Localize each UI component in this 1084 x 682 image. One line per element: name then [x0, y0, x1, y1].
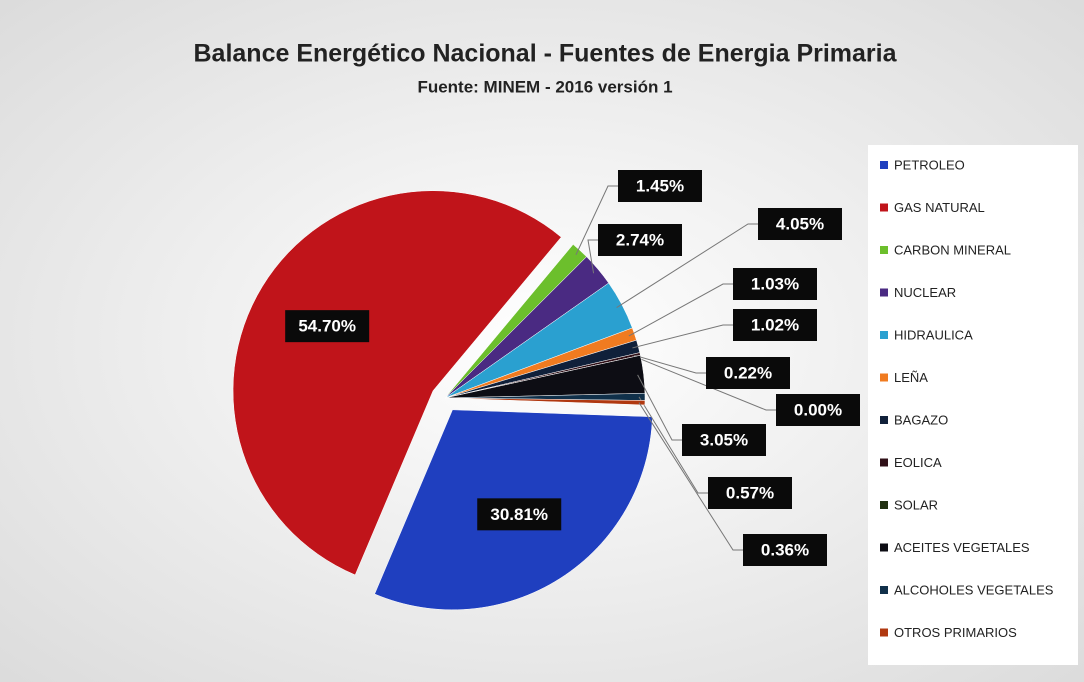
legend-swatch — [880, 161, 888, 169]
legend-swatch — [880, 501, 888, 509]
data-label: 0.57% — [726, 483, 774, 502]
chart-subtitle: Fuente: MINEM - 2016 versión 1 — [417, 77, 672, 96]
label-box — [733, 268, 817, 300]
label-box — [477, 498, 562, 531]
legend-label: EOLICA — [894, 455, 942, 470]
legend-label: LEÑA — [894, 370, 928, 385]
data-label: 0.22% — [724, 363, 772, 382]
data-label: 0.00% — [794, 400, 842, 419]
legend-label: CARBON MINERAL — [894, 242, 1011, 257]
legend-label: ACEITES VEGETALES — [894, 540, 1030, 555]
legend-label: GAS NATURAL — [894, 200, 985, 215]
legend-swatch — [880, 628, 888, 637]
leader-line — [638, 402, 745, 551]
label-box — [706, 357, 790, 389]
pie-slice — [232, 190, 562, 576]
label-box — [618, 170, 702, 202]
leader-line — [616, 223, 760, 308]
data-label: 2.74% — [616, 230, 664, 249]
label-box — [758, 208, 842, 240]
legend-swatch — [880, 203, 888, 212]
data-label: 54.70% — [298, 317, 356, 336]
label-box — [776, 394, 860, 426]
leader-line — [632, 324, 735, 349]
legend-label: SOLAR — [894, 497, 938, 512]
label-box — [598, 224, 682, 256]
leader-line — [634, 356, 778, 411]
data-label: 3.05% — [700, 430, 748, 449]
legend-swatch — [880, 416, 888, 424]
legend-swatch — [880, 246, 888, 254]
leader-line — [575, 185, 620, 256]
leader-line — [638, 396, 710, 494]
pie-slice — [444, 397, 646, 406]
label-box — [708, 477, 792, 509]
label-box — [682, 424, 766, 456]
legend-swatch — [880, 331, 888, 339]
chart-title: Balance Energético Nacional - Fuentes de… — [193, 40, 897, 68]
legend-swatch — [880, 543, 888, 552]
legend-label: OTROS PRIMARIOS — [894, 625, 1017, 640]
legend-label: ALCOHOLES VEGETALES — [894, 582, 1054, 597]
label-box — [285, 310, 370, 343]
label-box — [743, 534, 827, 566]
data-label: 4.05% — [776, 214, 824, 233]
leader-line — [634, 354, 708, 374]
data-label: 0.36% — [761, 540, 809, 559]
data-label: 1.02% — [751, 315, 799, 334]
legend-box — [868, 145, 1078, 665]
label-box — [733, 309, 817, 341]
legend-label: NUCLEAR — [894, 285, 956, 300]
data-label: 1.45% — [636, 176, 684, 195]
legend-swatch — [880, 288, 888, 297]
data-label: 1.03% — [751, 274, 799, 293]
legend-label: HIDRAULICA — [894, 327, 973, 342]
legend-swatch — [880, 586, 888, 594]
legend-swatch — [880, 373, 888, 382]
legend-label: BAGAZO — [894, 412, 948, 427]
data-label: 30.81% — [490, 505, 548, 524]
leader-line — [587, 239, 600, 274]
legend-swatch — [880, 458, 888, 467]
leader-line — [628, 283, 735, 337]
leader-line — [637, 374, 684, 441]
legend-label: PETROLEO — [894, 157, 965, 172]
